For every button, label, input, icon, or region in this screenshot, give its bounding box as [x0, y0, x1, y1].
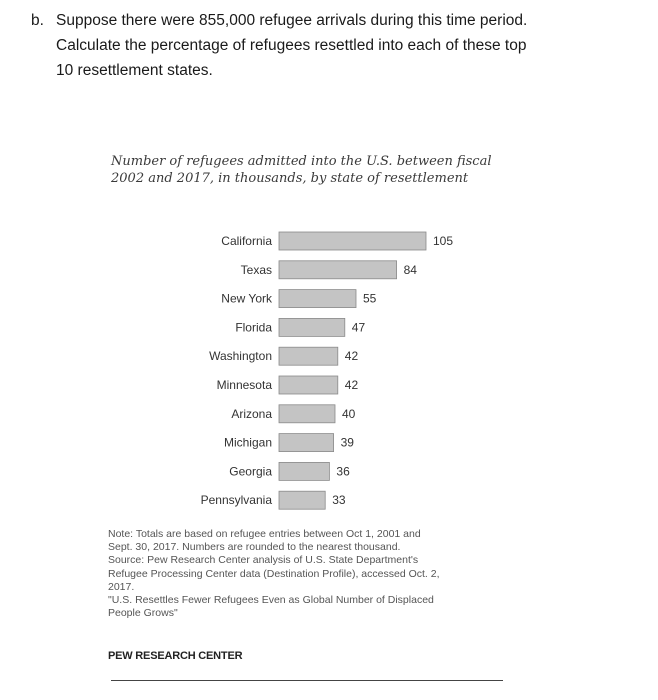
reference-line-1: "U.S. Resettles Fewer Refugees Even as G…	[108, 594, 434, 607]
category-label-michigan: Michigan	[224, 436, 272, 450]
category-label-arizona: Arizona	[231, 407, 272, 421]
value-label-new-york: 55	[363, 292, 377, 306]
question-label: b.	[31, 12, 44, 29]
chart-figure: Number of refugees admitted into the U.S…	[100, 150, 510, 690]
category-label-texas: Texas	[241, 263, 272, 277]
bar-texas	[278, 260, 397, 280]
bar-chart-svg: California 105 Texas 84 New York 55 Florida 47 W…	[201, 231, 453, 510]
brand-label: PEW RESEARCH CENTER	[108, 650, 243, 662]
chart-title-line-1: Number of refugees admitted into the U.S…	[111, 154, 492, 169]
source-line-1: Source: Pew Research Center analysis of …	[108, 554, 419, 567]
bar-arizona	[278, 404, 336, 424]
value-label-florida: 47	[352, 320, 366, 334]
chart-title: Number of refugees admitted into the U.S…	[111, 153, 506, 187]
chart-notes: Note: Totals are based on refugee entrie…	[108, 528, 508, 620]
note-line-2: Sept. 30, 2017. Numbers are rounded to t…	[108, 541, 401, 554]
value-label-washington: 42	[345, 349, 359, 363]
category-label-california: California	[221, 234, 272, 248]
bar-new-york	[278, 289, 357, 309]
value-label-michigan: 39	[341, 436, 355, 450]
category-label-minnesota: Minnesota	[217, 378, 273, 392]
bar-pennsylvania	[278, 490, 326, 510]
chart-title-line-2: 2002 and 2017, in thousands, by state of…	[111, 171, 469, 186]
bottom-rule	[111, 680, 503, 681]
category-label-georgia: Georgia	[229, 464, 272, 478]
category-label-florida: Florida	[235, 320, 272, 334]
bar-georgia	[278, 461, 330, 481]
category-label-new-york: New York	[221, 292, 273, 306]
value-label-minnesota: 42	[345, 378, 359, 392]
question-line-1: Suppose there were 855,000 refugee arriv…	[56, 12, 528, 29]
bar-michigan	[278, 433, 334, 453]
reference-line-2: People Grows"	[108, 607, 178, 620]
value-label-california: 105	[433, 234, 453, 248]
category-label-washington: Washington	[209, 349, 272, 363]
bar-minnesota	[278, 375, 339, 395]
bar-florida	[278, 317, 346, 337]
question-line-2: Calculate the percentage of refugees res…	[56, 37, 527, 54]
value-label-arizona: 40	[342, 407, 356, 421]
bar-california	[278, 231, 427, 251]
question-line-3: 10 resettlement states.	[56, 62, 213, 79]
question-text: Suppose there were 855,000 refugee arriv…	[56, 8, 616, 83]
value-label-georgia: 36	[336, 464, 350, 478]
bar-chart: California 105 Texas 84 New York 55 Florida 47 W…	[100, 150, 510, 530]
source-line-2: Refugee Processing Center data (Destinat…	[108, 567, 440, 580]
note-line-1: Note: Totals are based on refugee entrie…	[108, 528, 421, 540]
bar-washington	[278, 346, 339, 366]
value-label-texas: 84	[404, 263, 418, 277]
value-label-pennsylvania: 33	[332, 493, 346, 507]
source-line-3: 2017.	[108, 580, 135, 593]
category-label-pennsylvania: Pennsylvania	[201, 493, 273, 507]
